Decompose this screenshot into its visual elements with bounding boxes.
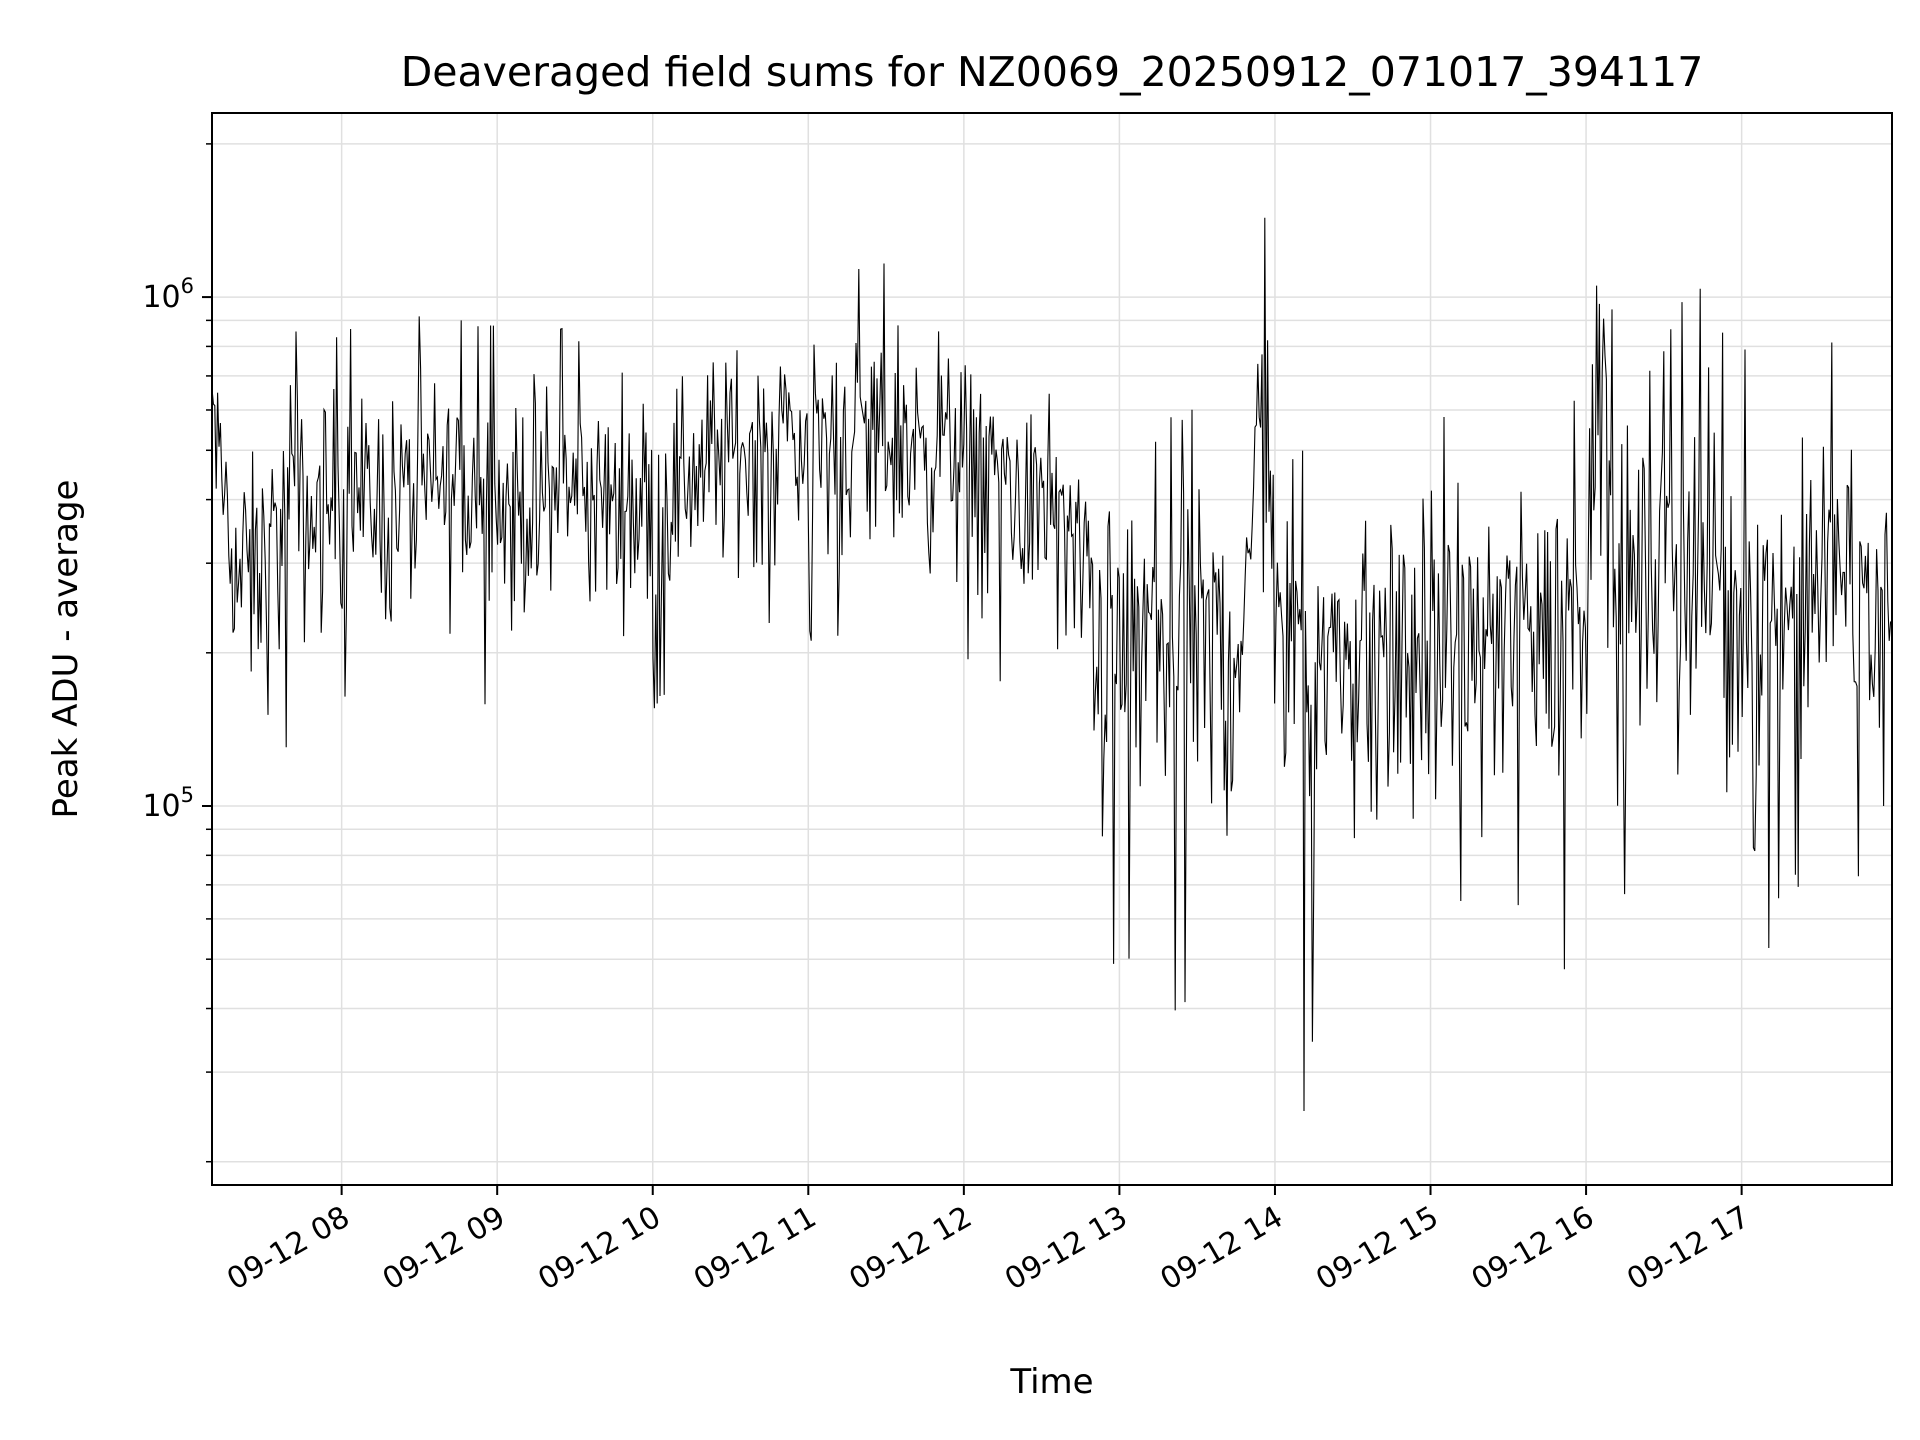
y-tick-base: 10 (142, 280, 180, 315)
plot-frame (211, 112, 1893, 1186)
series-line (211, 217, 1892, 1112)
y-tick-base: 10 (142, 789, 180, 824)
plot-area (211, 217, 1892, 1112)
y-tick-label: 106 (142, 274, 194, 315)
y-tick-exponent: 5 (181, 783, 194, 807)
chart-title: Deaveraged field sums for NZ0069_2025091… (401, 48, 1704, 96)
y-axis-label: Peak ADU - average (46, 480, 86, 819)
x-axis-label: Time (1009, 1362, 1093, 1402)
y-tick-label: 105 (142, 783, 194, 824)
y-tick-exponent: 6 (181, 274, 194, 298)
